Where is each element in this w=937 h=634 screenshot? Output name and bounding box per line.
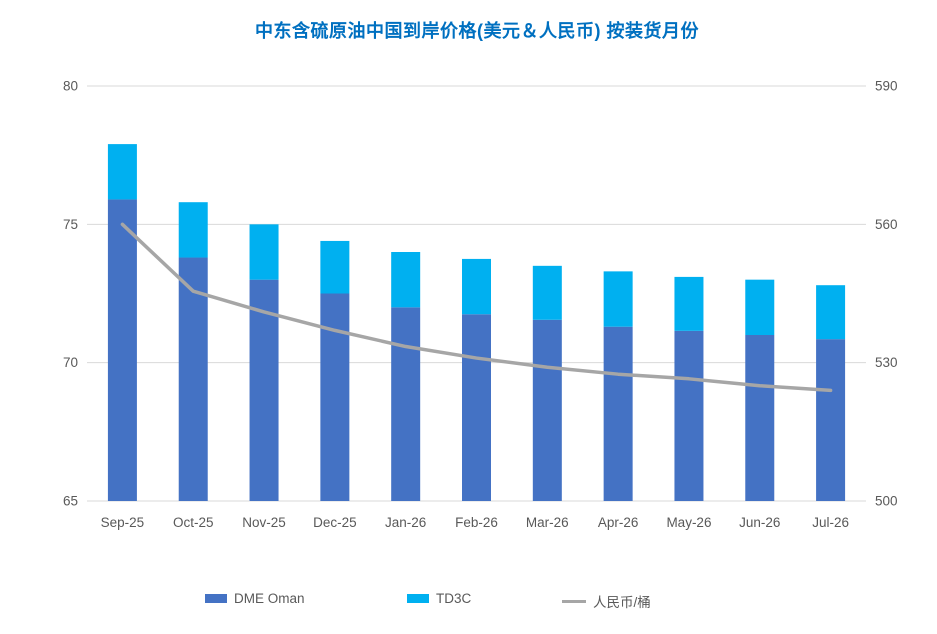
bar-td3c: [532, 265, 562, 320]
bar-dme-oman: [178, 257, 208, 501]
rmb-per-barrel-line: [120, 222, 833, 393]
left-axis-tick: 70: [63, 355, 78, 370]
bar-td3c: [462, 258, 491, 315]
right-axis-tick: 590: [875, 79, 898, 94]
bar-dme-oman: [249, 279, 279, 501]
bar-dme-oman: [745, 335, 775, 501]
dme-oman-swatch: [205, 594, 227, 603]
legend-label: TD3C: [436, 591, 472, 606]
chart-title: 中东含硫原油中国到岸价格(美元＆人民币) 按装货月份: [255, 21, 699, 41]
bar-td3c: [745, 279, 775, 335]
legend-item-td3c: TD3C: [407, 591, 471, 606]
td3c-swatch: [407, 594, 429, 603]
x-axis-label: Feb-26: [455, 515, 498, 530]
bar-dme-oman: [107, 199, 137, 501]
bar-td3c: [603, 271, 633, 327]
bar-td3c: [107, 144, 137, 200]
bar-dme-oman: [462, 314, 491, 501]
x-axis-label: Sep-25: [101, 515, 145, 530]
bar-dme-oman: [320, 293, 350, 501]
bar-dme-oman: [816, 339, 846, 501]
bar-td3c: [178, 202, 208, 258]
x-axis-label: Jan-26: [385, 515, 426, 530]
left-axis-tick: 75: [63, 217, 78, 232]
x-axis-label: Oct-25: [173, 515, 214, 530]
x-axis-label: May-26: [666, 515, 711, 530]
rmb-line-swatch: [562, 599, 586, 603]
bar-td3c: [320, 240, 350, 294]
chart-legend: DME Oman TD3C 人民币/桶: [0, 591, 937, 613]
bar-dme-oman: [391, 307, 421, 501]
x-axis-label: Jul-26: [812, 515, 849, 530]
x-axis-label: Jun-26: [739, 515, 780, 530]
bar-dme-oman: [532, 319, 562, 501]
legend-label: DME Oman: [234, 591, 305, 606]
bar-td3c: [391, 252, 421, 308]
bar-td3c: [674, 276, 704, 331]
bar-td3c: [816, 285, 846, 340]
left-axis-tick: 65: [63, 494, 78, 509]
bar-dme-oman: [674, 330, 704, 501]
x-axis-label: Dec-25: [313, 515, 357, 530]
bar-dme-oman: [603, 326, 633, 501]
x-axis-label: Nov-25: [242, 515, 286, 530]
bar-td3c: [249, 224, 279, 280]
legend-item-rmb-line: 人民币/桶: [562, 591, 651, 611]
legend-item-dme-oman: DME Oman: [205, 591, 305, 606]
right-axis-tick: 530: [875, 355, 898, 370]
right-axis-tick: 500: [875, 494, 898, 509]
x-axis-label: Mar-26: [526, 515, 569, 530]
left-axis-tick: 80: [63, 79, 78, 94]
x-axis-label: Apr-26: [598, 515, 639, 530]
right-axis-tick: 560: [875, 217, 898, 232]
legend-label: 人民币/桶: [593, 595, 651, 610]
